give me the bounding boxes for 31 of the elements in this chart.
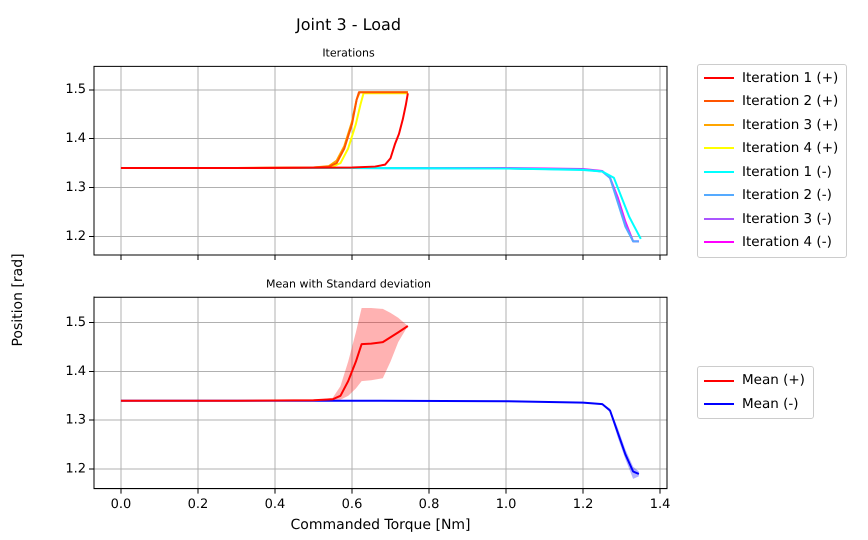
x-tick-label: 1.4 bbox=[650, 496, 670, 512]
legend-label: Iteration 3 (-) bbox=[742, 210, 832, 227]
legend-label: Iteration 1 (-) bbox=[742, 164, 832, 180]
legend-label: Iteration 4 (+) bbox=[742, 140, 838, 156]
y-tick-label: 1.3 bbox=[65, 180, 86, 195]
y-tick-label: 1.5 bbox=[65, 314, 86, 330]
x-axis-title: Commanded Torque [Nm] bbox=[290, 517, 471, 534]
x-tick-label: 0.8 bbox=[418, 496, 440, 512]
y-tick-label: 1.4 bbox=[65, 131, 86, 146]
y-tick-label: 1.3 bbox=[65, 412, 86, 428]
legend-label: Mean (+) bbox=[742, 372, 805, 388]
x-tick-label: 0.0 bbox=[110, 496, 132, 512]
legend-label: Mean (-) bbox=[742, 396, 798, 412]
legend-label: Iteration 2 (-) bbox=[742, 187, 832, 204]
x-tick-label: 0.6 bbox=[342, 496, 362, 512]
x-tick-label: 0.2 bbox=[188, 496, 208, 512]
chart-subtitle: Iterations bbox=[322, 46, 375, 60]
x-tick-label: 1.0 bbox=[496, 496, 516, 512]
legend-label: Iteration 1 (+) bbox=[742, 70, 838, 86]
x-tick-label: 0.4 bbox=[264, 496, 286, 512]
y-tick-label: 1.4 bbox=[65, 364, 86, 379]
legend-label: Iteration 2 (+) bbox=[742, 93, 838, 110]
y-axis-title: Position [rad] bbox=[10, 253, 26, 347]
chart-title: Mean with Standard deviation bbox=[266, 277, 432, 290]
legend-label: Iteration 3 (+) bbox=[742, 116, 838, 133]
y-tick-label: 1.5 bbox=[65, 82, 86, 98]
y-tick-label: 1.2 bbox=[65, 461, 86, 476]
legend-label: Iteration 4 (-) bbox=[742, 234, 832, 250]
y-tick-label: 1.2 bbox=[65, 228, 86, 244]
chart-title: Joint 3 - Load bbox=[295, 14, 401, 34]
x-tick-label: 1.2 bbox=[572, 496, 594, 512]
